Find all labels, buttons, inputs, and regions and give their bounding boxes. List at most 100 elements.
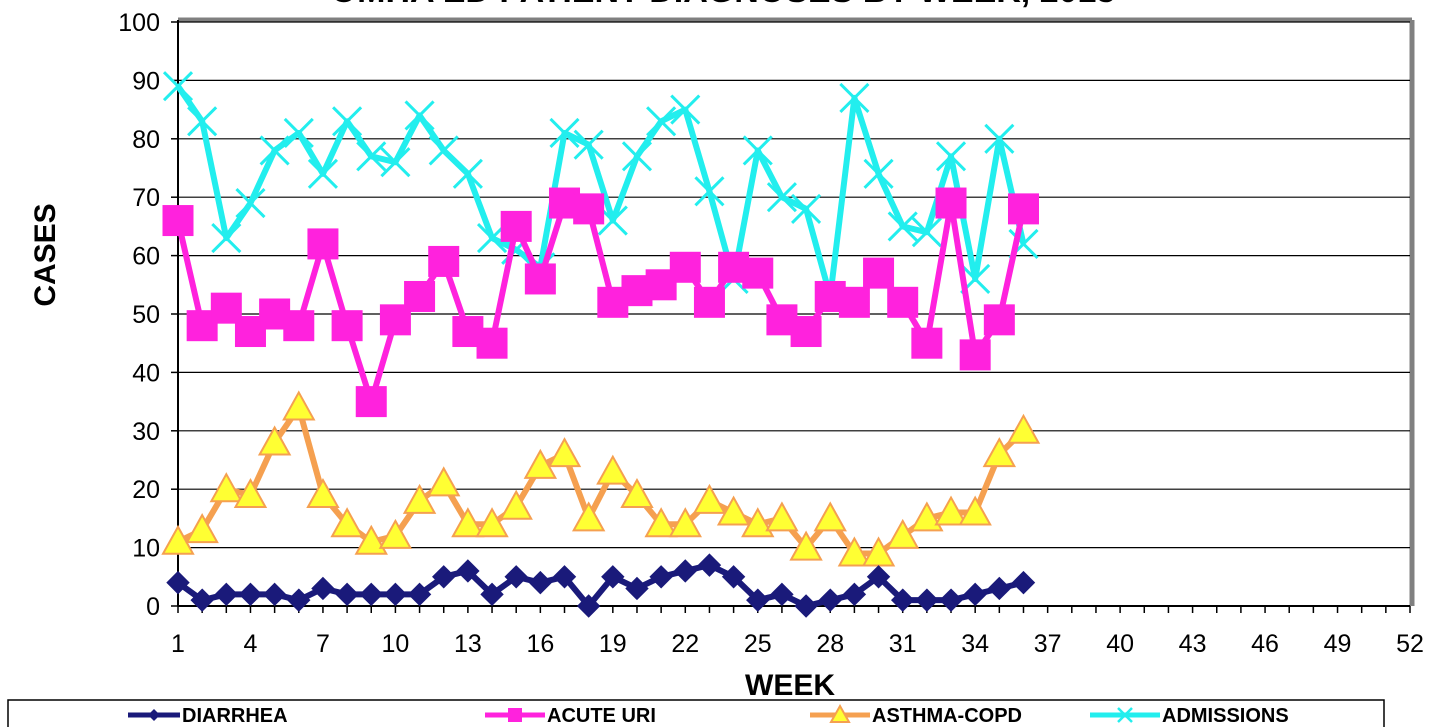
x-marker-stroke: [863, 158, 894, 189]
legend-swatch-marker: [829, 703, 851, 723]
y-axis-title: CASES: [29, 203, 62, 306]
legend-label-asthma-copd: ASTHMA-COPD: [872, 705, 1022, 727]
point-asthma-copd: [282, 390, 316, 421]
point-asthma-copd: [716, 495, 751, 526]
point-admissions: [452, 158, 483, 189]
point-diarrhea: [697, 553, 722, 577]
point-diarrhea: [359, 582, 383, 607]
point-admissions: [984, 123, 1015, 154]
point-diarrhea: [770, 582, 794, 607]
series-diarrhea: [166, 553, 1036, 618]
point-diarrhea: [238, 582, 263, 607]
point-asthma-copd: [378, 518, 413, 549]
x-tick-label: 49: [1324, 630, 1352, 658]
legend-item-acute-uri: ACUTE URI: [485, 705, 656, 727]
point-acute-uri: [742, 257, 774, 289]
point-acute-uri: [476, 327, 508, 359]
y-axis-ticks: 0 10 20 30 40 50 60 70 80 90 100: [118, 9, 178, 621]
point-asthma-copd: [765, 501, 799, 532]
x-marker-stroke: [597, 205, 628, 236]
point-asthma-copd: [596, 454, 630, 485]
point-acute-uri: [669, 251, 701, 283]
point-asthma-copd: [1006, 413, 1041, 444]
point-diarrhea: [576, 594, 601, 618]
y-tick-label: 50: [132, 301, 160, 329]
point-admissions: [380, 147, 411, 178]
point-acute-uri: [500, 210, 532, 242]
point-diarrhea: [842, 582, 867, 607]
point-asthma-copd: [571, 501, 606, 532]
point-diarrhea: [287, 588, 311, 612]
point-admissions: [621, 141, 653, 172]
point-acute-uri: [355, 386, 387, 418]
y-tick-label: 20: [132, 476, 160, 504]
point-admissions: [670, 94, 701, 125]
legend-item-asthma-copd: ASTHMA-COPD: [810, 703, 1022, 727]
x-marker-stroke: [911, 217, 942, 248]
point-diarrhea: [890, 588, 915, 612]
point-asthma-copd: [233, 477, 268, 509]
point-diarrhea: [504, 565, 528, 589]
point-asthma-copd: [813, 501, 847, 532]
x-marker-stroke: [452, 158, 483, 189]
point-diarrhea: [721, 565, 746, 589]
legend-label-acute-uri: ACUTE URI: [547, 705, 656, 727]
point-acute-uri: [331, 310, 363, 342]
y-tick-label: 0: [146, 593, 160, 621]
y-tick-label: 100: [118, 9, 160, 37]
x-marker-stroke: [742, 135, 773, 166]
y-tick-label: 60: [132, 243, 160, 271]
point-diarrhea: [311, 576, 335, 601]
point-admissions: [428, 135, 459, 166]
point-asthma-copd: [523, 448, 558, 479]
x-tick-label: 4: [244, 630, 258, 658]
point-diarrhea: [601, 565, 625, 589]
point-acute-uri: [935, 187, 967, 219]
legend-swatch-marker: [1117, 707, 1133, 723]
x-tick-label: 31: [889, 630, 917, 658]
y-tick-label: 40: [132, 359, 160, 387]
point-asthma-copd: [257, 425, 292, 456]
point-admissions: [283, 117, 314, 149]
x-marker-stroke: [791, 193, 822, 224]
point-admissions: [766, 182, 797, 213]
y-tick-label: 90: [132, 67, 160, 95]
point-admissions: [356, 141, 387, 172]
point-admissions: [211, 223, 242, 254]
point-acute-uri: [911, 327, 943, 359]
x-marker-stroke: [549, 117, 580, 149]
point-diarrhea: [335, 582, 359, 607]
point-acute-uri: [1007, 193, 1039, 225]
point-diarrhea: [166, 570, 190, 595]
y-tick-label: 10: [132, 535, 160, 563]
x-marker-stroke: [283, 117, 314, 149]
point-diarrhea: [432, 565, 456, 589]
x-marker-stroke: [670, 94, 701, 125]
x-marker-stroke: [404, 100, 435, 131]
legend-label-admissions: ADMISSIONS: [1162, 705, 1289, 727]
point-acute-uri: [959, 339, 991, 371]
gridlines: [178, 21, 1410, 549]
plot-frame: [177, 17, 1415, 607]
point-asthma-copd: [620, 477, 654, 509]
point-asthma-copd: [837, 536, 872, 567]
point-admissions: [791, 193, 822, 224]
point-admissions: [742, 135, 773, 166]
point-admissions: [839, 82, 870, 113]
x-marker-stroke: [307, 158, 339, 189]
point-admissions: [573, 129, 604, 160]
point-acute-uri: [404, 280, 436, 312]
x-marker-stroke: [935, 141, 967, 172]
point-asthma-copd: [451, 507, 485, 538]
x-marker-stroke: [984, 123, 1015, 154]
point-asthma-copd: [185, 513, 219, 544]
x-tick-label: 13: [454, 630, 482, 658]
point-diarrhea: [649, 565, 673, 589]
point-diarrhea: [963, 582, 987, 607]
point-acute-uri: [524, 263, 556, 295]
legend-label-diarrhea: DIARRHEA: [182, 705, 288, 727]
x-tick-label: 22: [671, 630, 699, 658]
point-admissions: [911, 217, 942, 248]
point-acute-uri: [428, 245, 460, 277]
